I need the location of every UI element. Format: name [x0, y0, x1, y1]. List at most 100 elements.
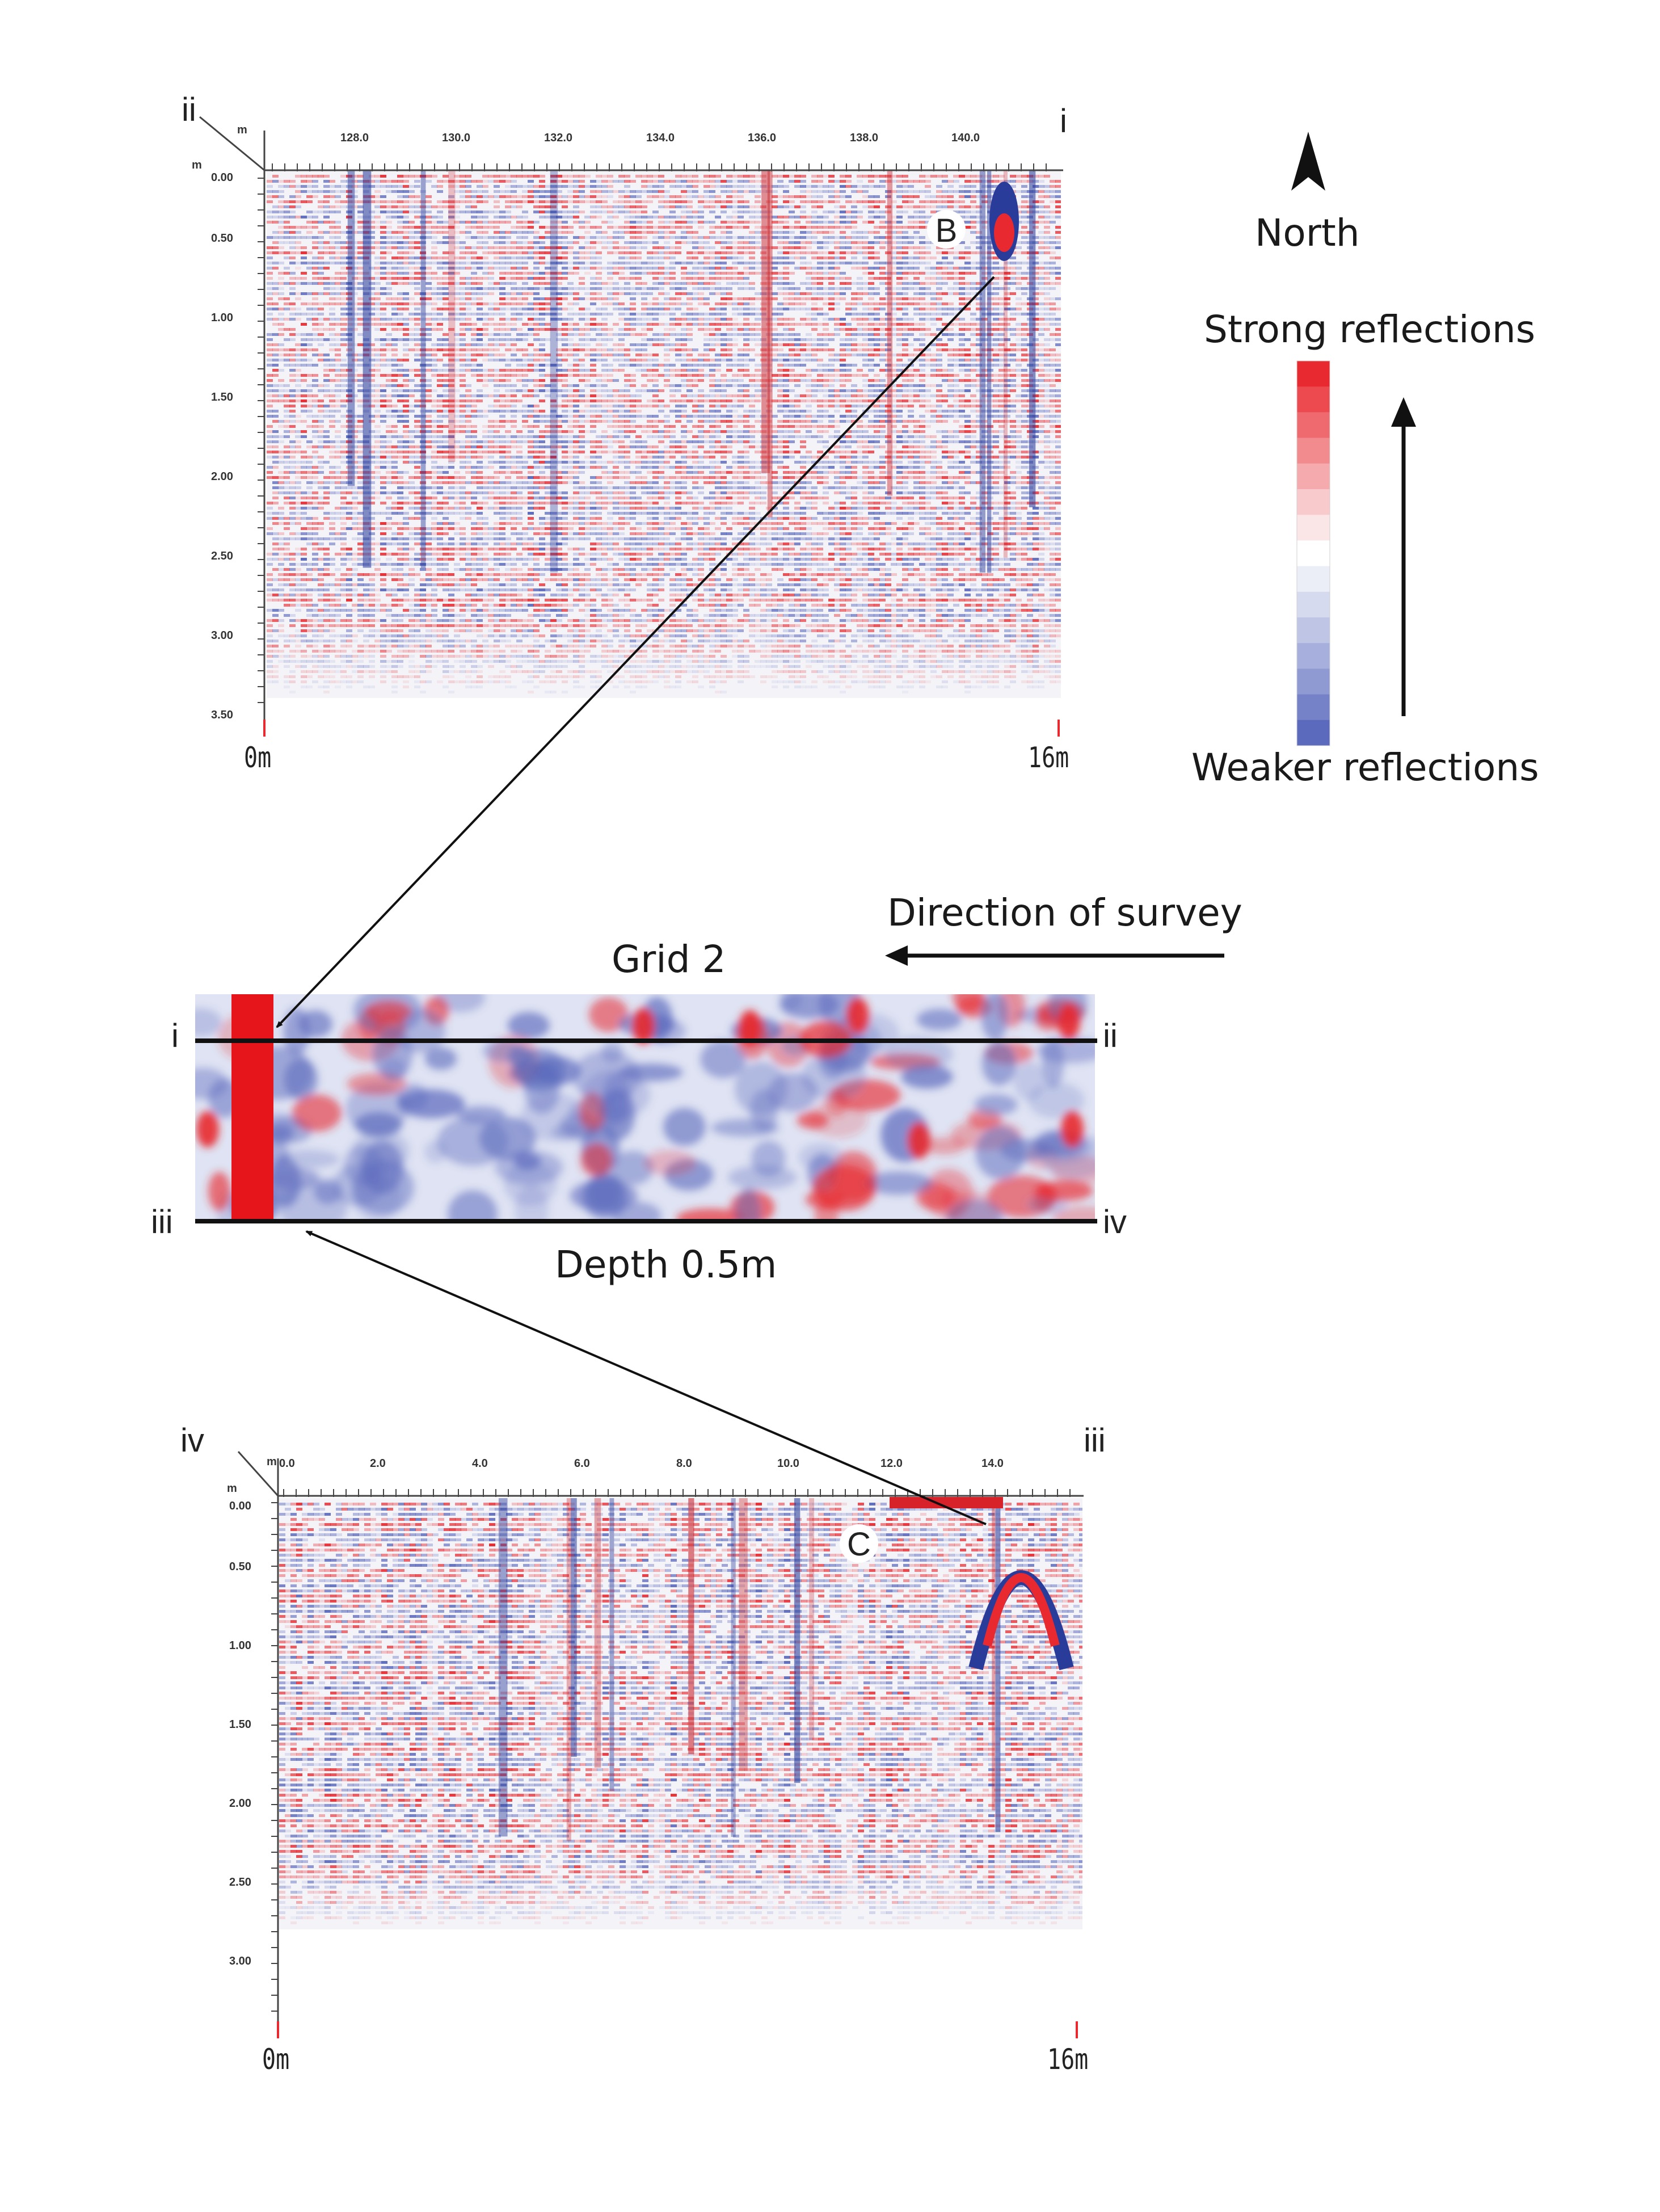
radargram-reflection-band — [335, 537, 341, 540]
radargram-reflection-band — [499, 451, 505, 453]
radargram-reflection-band — [323, 609, 330, 612]
radargram-reflection-band — [397, 655, 403, 658]
radargram-reflection-band — [545, 328, 551, 331]
radargram-reflection-band — [352, 502, 358, 504]
radargram-reflection-band — [335, 384, 341, 387]
radargram-reflection-band — [323, 415, 330, 418]
radargram-reflection-band — [272, 481, 279, 484]
radargram-reflection-band — [431, 399, 437, 402]
radargram-reflection-band — [528, 405, 534, 407]
radargram-reflection-band — [318, 675, 324, 678]
radargram-reflection-band — [465, 267, 471, 270]
radargram-reflection-band — [460, 200, 466, 203]
radargram-reflection-band — [522, 185, 528, 188]
radargram-reflection-band — [369, 512, 375, 515]
radargram-reflection-band — [539, 634, 545, 637]
radargram-reflection-band — [278, 292, 284, 295]
radargram-reflection-band — [289, 338, 296, 341]
radargram-reflection-band — [454, 211, 460, 213]
radargram-reflection-band — [335, 287, 341, 290]
radargram-reflection-band — [528, 655, 534, 658]
radargram-reflection-band — [289, 497, 296, 499]
radargram-reflection-band — [272, 195, 279, 198]
radargram-reflection-band — [386, 645, 392, 647]
radargram-reflection-band — [573, 435, 579, 438]
radargram-reflection-band — [562, 241, 568, 244]
radargram-reflection-band — [471, 660, 477, 663]
radargram-reflection-band — [346, 486, 352, 489]
radargram-reflection-band — [539, 430, 545, 433]
radargram-reflection-band — [579, 190, 585, 193]
radargram-reflection-band — [596, 573, 602, 576]
radargram-reflection-band — [516, 481, 523, 484]
radargram-reflection-band — [431, 563, 437, 566]
radargram-reflection-band — [403, 389, 409, 392]
radargram-reflection-band — [528, 435, 534, 438]
radargram-reflection-band — [397, 471, 403, 474]
radargram-reflection-band — [471, 670, 477, 673]
radargram-reflection-band — [329, 563, 335, 566]
radargram-reflection-band — [306, 175, 313, 178]
radargram-reflection-band — [556, 190, 562, 193]
radargram-reflection-band — [494, 507, 500, 510]
radargram-reflection-band — [374, 522, 381, 525]
radargram-reflection-band — [562, 205, 568, 208]
radargram-reflection-band — [590, 211, 596, 213]
radargram-reflection-band — [465, 517, 471, 520]
radargram-reflection-band — [448, 522, 454, 525]
radargram-reflection-band — [431, 287, 437, 290]
radargram-reflection-band — [482, 379, 488, 382]
radargram-reflection-band — [505, 645, 511, 647]
radargram-reflection-band — [477, 354, 483, 356]
radargram-reflection-band — [267, 297, 273, 300]
radargram-reflection-band — [590, 522, 596, 525]
radargram-reflection-band — [318, 461, 324, 464]
radargram-reflection-band — [340, 507, 347, 510]
radargram-reflection-band — [494, 527, 500, 530]
radargram-reflection-band — [556, 195, 562, 198]
radargram-reflection-band — [318, 456, 324, 459]
radargram-reflection-band — [528, 588, 534, 591]
radargram-reflection-band — [295, 277, 301, 280]
radargram-reflection-band — [562, 389, 568, 392]
radargram-reflection-band — [380, 415, 386, 418]
radargram-reflection-band — [369, 405, 375, 407]
radargram-reflection-band — [494, 369, 500, 372]
radargram-reflection-band — [306, 609, 313, 612]
radargram-reflection-band — [550, 211, 557, 213]
radargram-reflection-band — [562, 522, 568, 525]
radargram-reflection-band — [391, 211, 398, 213]
radargram-reflection-band — [567, 348, 574, 351]
radargram-reflection-band — [584, 374, 591, 377]
radargram-reflection-band — [380, 226, 386, 229]
radargram-reflection-band — [562, 226, 568, 229]
radargram-reflection-band — [306, 675, 313, 678]
radargram-reflection-band — [460, 430, 466, 433]
radargram-reflection-band — [494, 553, 500, 556]
radargram-reflection-band — [511, 246, 517, 249]
radargram-reflection-band — [579, 338, 585, 341]
radargram-reflection-band — [431, 318, 437, 321]
radargram-reflection-band — [505, 343, 511, 346]
radargram-reflection-band — [505, 476, 511, 479]
radargram-reflection-band — [465, 364, 471, 367]
radargram-reflection-band — [482, 195, 488, 198]
radargram-reflection-band — [465, 410, 471, 413]
radargram-reflection-band — [306, 594, 313, 596]
radargram-reflection-band — [573, 297, 579, 300]
radargram-reflection-band — [340, 645, 347, 647]
radargram-reflection-band — [306, 405, 313, 407]
radargram-reflection-band — [340, 665, 347, 668]
radargram-reflection-band — [363, 599, 369, 602]
radargram-reflection-band — [545, 435, 551, 438]
radargram-reflection-band — [454, 599, 460, 602]
radargram-reflection-band — [425, 256, 432, 259]
radargram-reflection-band — [380, 405, 386, 407]
radargram-reflection-band — [562, 195, 568, 198]
radargram-reflection-band — [562, 211, 568, 213]
radargram-reflection-band — [306, 522, 313, 525]
radargram-reflection-band — [494, 537, 500, 540]
radargram-reflection-band — [403, 185, 409, 188]
radargram-reflection-band — [397, 415, 403, 418]
radargram-reflection-band — [494, 629, 500, 632]
